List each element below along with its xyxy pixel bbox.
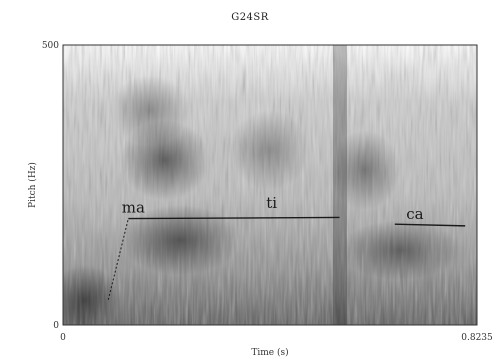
x-tick-right: 0.8235	[461, 333, 493, 343]
y-axis-label: Pitch (Hz)	[27, 162, 38, 208]
pitch-line-ca	[394, 223, 466, 227]
x-tick-left: 0	[60, 333, 66, 343]
pitch-line-ma	[107, 218, 129, 300]
chart-title: G24SR	[231, 12, 269, 23]
segment-label-ma: ma	[122, 198, 145, 216]
pitch-line-ma	[128, 216, 340, 220]
plot-frame	[62, 44, 478, 326]
segment-labels: ma ti ca	[122, 194, 424, 223]
segment-label-ca: ca	[406, 205, 423, 223]
spectrogram-image	[63, 45, 477, 325]
y-tick-top: 500	[42, 41, 59, 51]
pitch-lines	[107, 216, 466, 300]
x-axis-label: Time (s)	[251, 347, 288, 358]
y-tick-bottom: 0	[53, 321, 59, 331]
segment-label-ti: ti	[266, 194, 277, 212]
